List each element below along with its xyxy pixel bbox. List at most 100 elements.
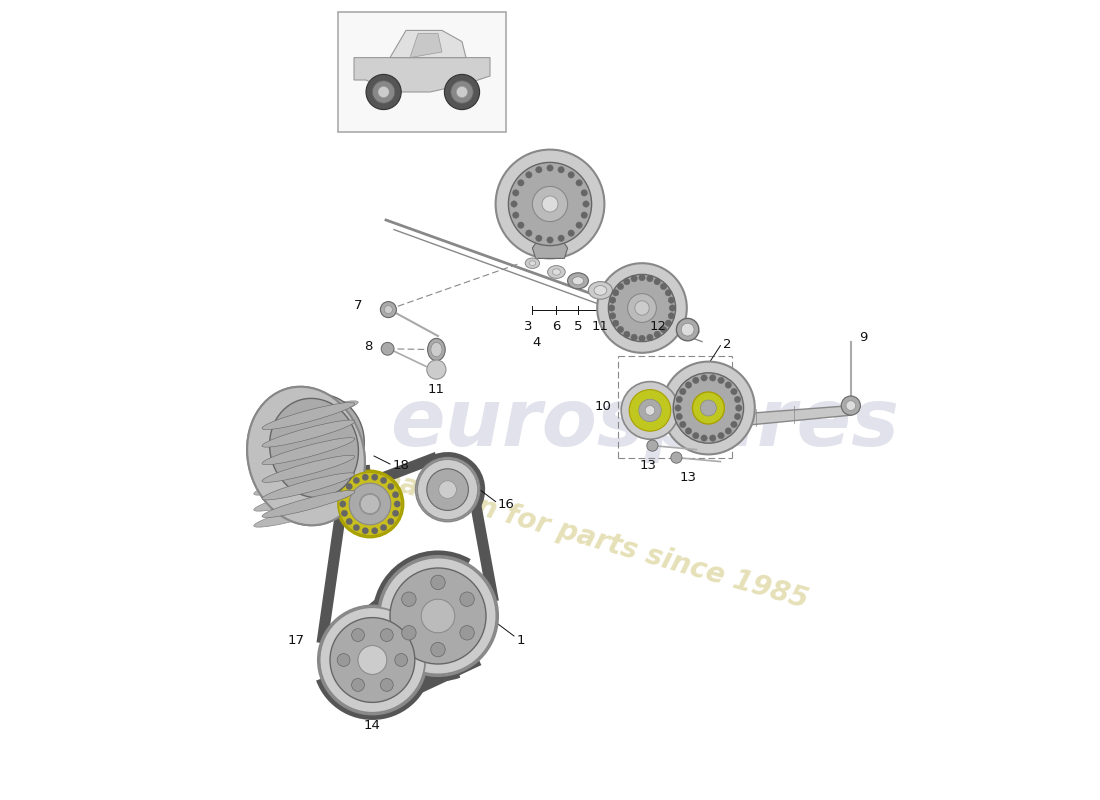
Ellipse shape [428,338,446,361]
Text: 10: 10 [595,400,612,413]
Circle shape [351,680,364,693]
Circle shape [366,74,402,110]
Circle shape [452,471,456,476]
Circle shape [666,290,671,296]
Circle shape [668,313,674,319]
Circle shape [730,388,737,394]
Circle shape [647,440,658,451]
Circle shape [532,186,568,222]
Ellipse shape [248,386,365,526]
Circle shape [460,626,474,640]
Ellipse shape [254,417,359,447]
Ellipse shape [262,438,355,465]
FancyBboxPatch shape [338,12,506,132]
Polygon shape [410,34,442,58]
Circle shape [725,382,732,388]
Ellipse shape [588,282,613,299]
Circle shape [458,500,462,505]
Circle shape [352,678,364,691]
Text: 5: 5 [574,320,582,333]
Circle shape [346,518,352,525]
Circle shape [568,230,574,236]
Circle shape [402,626,416,640]
Circle shape [381,678,393,691]
Circle shape [681,323,694,336]
Circle shape [846,401,856,410]
Polygon shape [390,30,466,58]
Circle shape [676,414,682,420]
Circle shape [669,305,675,311]
Circle shape [452,503,456,508]
Circle shape [536,166,542,173]
Ellipse shape [254,449,359,479]
Text: 3: 3 [524,320,532,333]
Circle shape [372,527,378,534]
Circle shape [353,478,360,484]
Circle shape [362,474,369,481]
Circle shape [693,433,698,439]
Circle shape [701,435,707,442]
Ellipse shape [270,398,359,498]
Ellipse shape [254,497,359,527]
Circle shape [456,86,468,98]
Ellipse shape [254,401,359,431]
Circle shape [446,505,450,510]
Circle shape [463,487,467,492]
Circle shape [628,294,657,322]
Circle shape [558,166,564,173]
Circle shape [631,334,637,341]
Ellipse shape [254,481,359,511]
Circle shape [568,172,574,178]
Circle shape [621,382,679,439]
Circle shape [318,606,427,714]
Ellipse shape [529,261,536,266]
Circle shape [624,331,630,338]
Circle shape [660,283,667,290]
Circle shape [352,629,364,642]
Text: eurospares: eurospares [390,385,899,463]
Ellipse shape [248,386,365,526]
Circle shape [438,480,458,499]
Circle shape [518,222,524,228]
Circle shape [692,392,725,424]
Circle shape [348,482,393,526]
Circle shape [635,301,649,315]
Text: 16: 16 [498,498,515,510]
Circle shape [510,201,517,207]
Ellipse shape [525,258,540,268]
Circle shape [609,313,616,319]
Circle shape [349,483,390,525]
Circle shape [381,524,387,530]
Circle shape [526,230,532,236]
Ellipse shape [548,266,565,278]
Circle shape [613,290,619,296]
Circle shape [725,428,732,434]
Circle shape [360,494,381,514]
Circle shape [337,470,404,538]
Circle shape [362,527,369,534]
Circle shape [338,472,402,536]
Circle shape [340,501,346,507]
Circle shape [718,433,724,439]
Circle shape [685,428,692,434]
Circle shape [693,377,698,383]
Circle shape [341,510,348,517]
Circle shape [518,180,524,186]
Ellipse shape [254,465,359,495]
Circle shape [402,626,416,640]
Circle shape [496,150,604,258]
Circle shape [431,575,446,590]
Circle shape [639,399,661,422]
Circle shape [613,320,619,326]
Circle shape [597,263,686,353]
Circle shape [710,374,716,381]
Circle shape [666,320,671,326]
Ellipse shape [262,402,355,430]
Circle shape [427,469,469,510]
Circle shape [382,680,394,693]
Circle shape [444,74,480,110]
Circle shape [701,374,707,381]
Circle shape [387,518,394,525]
Circle shape [439,503,443,508]
Circle shape [381,629,393,642]
